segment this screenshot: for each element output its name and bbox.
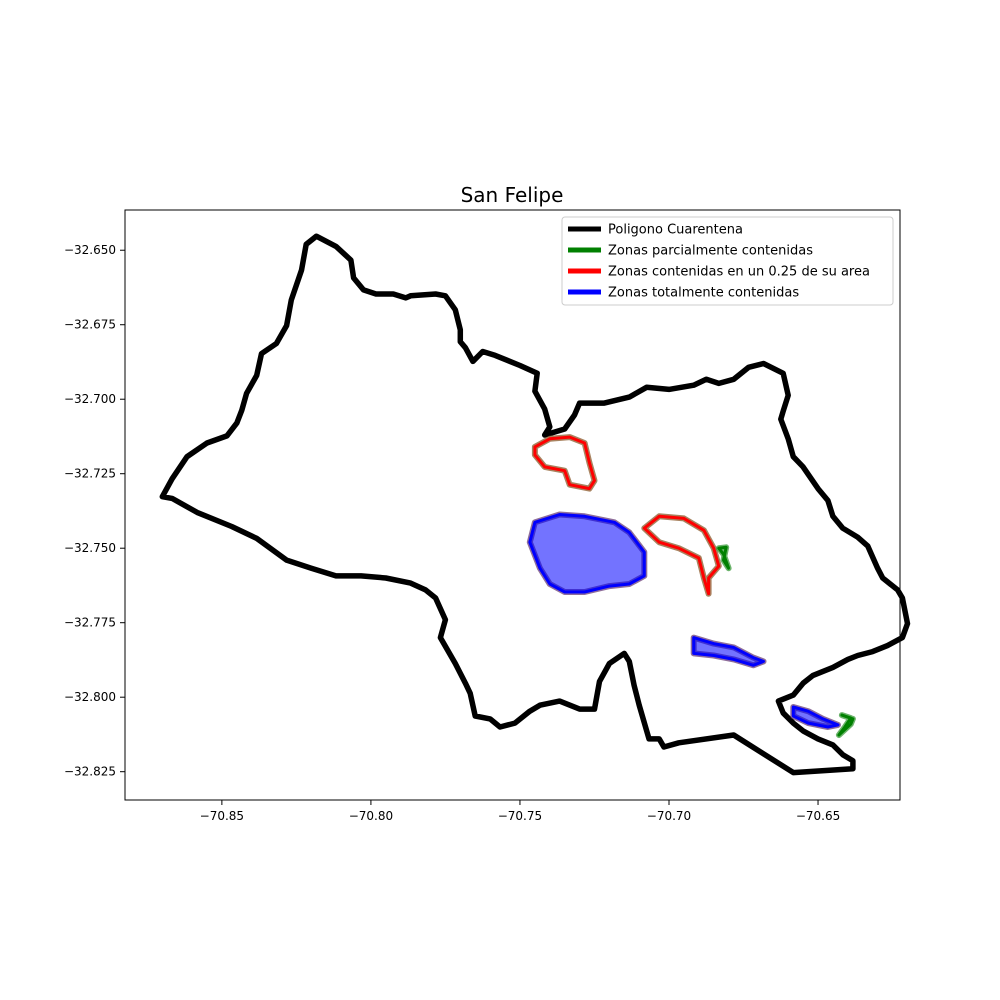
x-tick-label: −70.65 [796, 809, 840, 823]
legend-label-1: Zonas parcialmente contenidas [608, 244, 813, 259]
zona-total-1 [692, 636, 765, 667]
y-tick-label: −32.725 [64, 467, 116, 481]
x-tick-label: −70.85 [200, 809, 244, 823]
y-tick-label: −32.675 [64, 318, 116, 332]
zona-total-0 [528, 513, 646, 594]
y-tick-label: −32.825 [64, 765, 116, 779]
zona-cuarto-0 [533, 435, 596, 491]
y-tick-label: −32.700 [64, 392, 116, 406]
y-axis: −32.650 −32.675 −32.700 −32.725 −32.750 −32.7… [64, 243, 125, 779]
zona-total-2 [791, 705, 840, 729]
x-tick-label: −70.75 [498, 809, 542, 823]
legend-label-0: Poligono Cuarentena [608, 223, 743, 238]
zona-cuarto-1 [642, 514, 721, 596]
legend-label-2: Zonas contenidas en un 0.25 de su area [608, 265, 870, 280]
plot-area [159, 233, 911, 776]
x-axis: −70.85 −70.80 −70.75 −70.70 −70.65 [200, 800, 840, 823]
legend-box [561, 216, 894, 306]
legend: Poligono Cuarentena Zonas parcialmente co… [561, 216, 894, 306]
y-tick-label: −32.800 [64, 690, 116, 704]
x-tick-label: −70.80 [349, 809, 393, 823]
poligono-cuarentena-outline [159, 233, 911, 776]
zona-parcial-1 [837, 713, 855, 737]
x-tick-label: −70.70 [647, 809, 691, 823]
axes-frame [124, 209, 901, 801]
y-tick-label: −32.775 [64, 616, 116, 630]
zona-parcial-0 [717, 545, 731, 570]
legend-label-3: Zonas totalmente contenidas [608, 286, 799, 301]
y-tick-label: −32.750 [64, 541, 116, 555]
y-tick-label: −32.650 [64, 243, 116, 257]
chart-title: San Felipe [461, 183, 564, 207]
